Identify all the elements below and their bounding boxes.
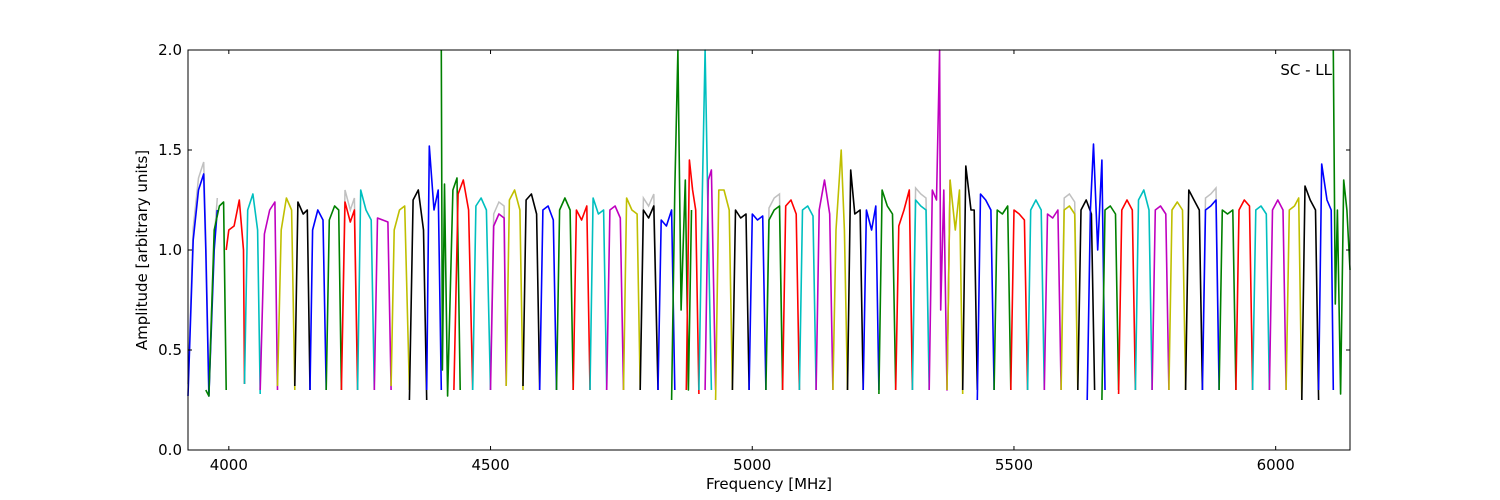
x-tick-label: 6000 [1257, 456, 1295, 474]
x-tick-label: 4000 [210, 456, 248, 474]
series-line [731, 209, 750, 391]
series-line [555, 197, 574, 391]
series-line [294, 201, 311, 391]
series-line [1043, 209, 1062, 391]
series-line [1301, 185, 1320, 401]
ticks-layer: 4000 4500 5000 5500 6000 0.0 0.5 1.0 1.5 2.0 [158, 41, 1350, 474]
series-line [1101, 205, 1120, 401]
series-line [259, 201, 279, 391]
series-line [846, 169, 864, 391]
series-line [1201, 199, 1220, 391]
series-line [390, 205, 411, 391]
series-line [425, 145, 443, 391]
series-line [911, 199, 930, 391]
y-axis-title: Amplitude [arbitrary units] [133, 150, 151, 350]
series-line [522, 193, 541, 391]
series-line [976, 193, 995, 401]
series-line [928, 49, 951, 391]
series-line [622, 197, 641, 391]
series-line [748, 213, 767, 391]
series-line [639, 205, 659, 391]
series-line [1285, 197, 1303, 401]
series-line [878, 189, 897, 395]
series-line [243, 193, 261, 395]
series-line [205, 201, 227, 397]
series-line [471, 197, 492, 391]
series-line [832, 149, 849, 391]
series-line [589, 197, 608, 391]
y-tick-label: 1.5 [158, 141, 182, 159]
series-line [798, 205, 817, 391]
series-line [1184, 189, 1204, 391]
series-line [1060, 205, 1079, 391]
y-tick-label: 2.0 [158, 41, 182, 59]
series-line [765, 205, 784, 391]
series-line [670, 49, 693, 401]
series-line [1317, 163, 1335, 391]
series-line [453, 179, 474, 391]
series-line [1168, 201, 1187, 391]
series-line [946, 179, 964, 395]
series-line [309, 209, 327, 391]
series-line [1117, 199, 1137, 395]
series-line [572, 205, 591, 391]
series-line [276, 197, 296, 391]
y-tick-label: 0.0 [158, 441, 182, 459]
series-line [781, 199, 801, 391]
series-line [1251, 205, 1271, 391]
series-line [605, 205, 625, 391]
series-line [225, 199, 246, 385]
series-line [1332, 49, 1351, 395]
series-line [373, 217, 392, 391]
series-line [1268, 199, 1287, 391]
series-line [993, 205, 1012, 391]
series-line [714, 189, 734, 401]
series-line [961, 165, 979, 391]
series-line [894, 189, 914, 391]
series-line [489, 213, 507, 391]
series-line [505, 189, 524, 391]
series-line [340, 201, 359, 391]
x-tick-label: 5500 [995, 456, 1033, 474]
series-line [1151, 205, 1170, 391]
series-line [325, 205, 343, 391]
series-line [685, 159, 700, 395]
series-line [704, 169, 717, 391]
series-line [356, 189, 376, 391]
y-tick-label: 1.0 [158, 241, 182, 259]
series-line [1010, 209, 1029, 391]
series-line [815, 179, 834, 391]
series-line [1235, 199, 1254, 391]
series-line [1077, 199, 1096, 391]
x-tick-label: 4500 [471, 456, 509, 474]
series-line [408, 189, 428, 401]
chart-annotation: SC - LL [1280, 61, 1332, 79]
series-line [1134, 189, 1153, 391]
x-tick-label: 5000 [733, 456, 771, 474]
y-tick-label: 0.5 [158, 341, 182, 359]
series-line [440, 49, 461, 397]
series-line [1218, 209, 1237, 391]
series-line [538, 205, 558, 391]
series-line [1026, 199, 1046, 391]
x-axis-title: Frequency [MHz] [706, 475, 832, 493]
series-line [862, 205, 880, 391]
series-line [657, 209, 676, 391]
series-layer [187, 49, 1351, 401]
series-line [1086, 143, 1106, 401]
